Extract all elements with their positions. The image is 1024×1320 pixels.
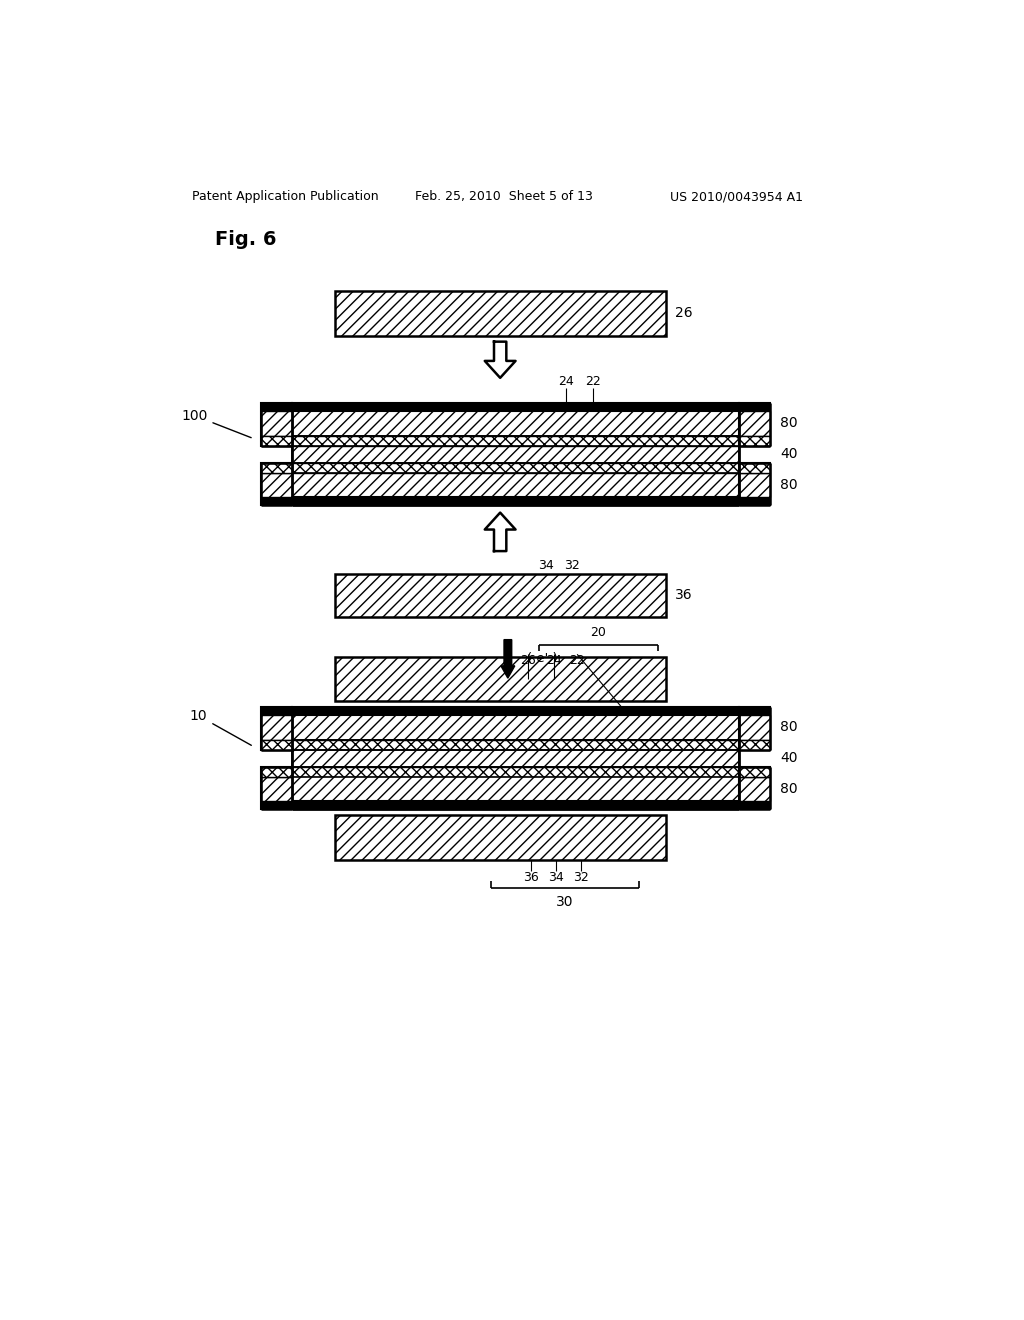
Bar (739, 462, 770, 506)
Bar (335, 656, 666, 701)
Text: 80: 80 (780, 478, 798, 492)
Bar (739, 411, 770, 436)
Bar (292, 708, 739, 715)
Bar (739, 776, 770, 801)
Bar (261, 473, 292, 498)
Bar (261, 776, 292, 801)
Bar (739, 404, 770, 446)
Text: 26: 26 (520, 655, 536, 668)
Text: 24: 24 (558, 375, 573, 388)
Polygon shape (484, 342, 515, 378)
Text: Feb. 25, 2010  Sheet 5 of 13: Feb. 25, 2010 Sheet 5 of 13 (416, 190, 593, 203)
Text: 80: 80 (780, 721, 798, 734)
Text: 34: 34 (549, 871, 564, 883)
Bar (292, 498, 739, 506)
Bar (261, 767, 292, 776)
Bar (739, 473, 770, 498)
Bar (739, 767, 770, 809)
Text: 100: 100 (181, 409, 251, 438)
Text: 20: 20 (591, 626, 606, 639)
Bar (292, 715, 739, 739)
Text: 34: 34 (539, 558, 554, 572)
Bar (739, 436, 770, 446)
Text: 32: 32 (573, 871, 589, 883)
Bar (292, 776, 739, 801)
Text: Patent Application Publication: Patent Application Publication (193, 190, 379, 203)
Text: 40: 40 (780, 447, 798, 461)
Bar (739, 739, 770, 750)
Bar (261, 436, 292, 446)
Bar (292, 462, 739, 473)
Text: 32: 32 (564, 558, 580, 572)
Text: US 2010/0043954 A1: US 2010/0043954 A1 (670, 190, 803, 203)
Bar (261, 739, 292, 750)
Bar (292, 436, 739, 446)
Bar (292, 446, 739, 462)
Bar (261, 411, 292, 436)
Bar (261, 715, 292, 739)
Bar (261, 462, 292, 506)
Bar (261, 404, 292, 446)
Text: 22: 22 (585, 375, 600, 388)
Bar (292, 404, 739, 411)
Text: 80: 80 (780, 416, 798, 430)
Polygon shape (484, 512, 515, 552)
Text: 36: 36 (675, 589, 692, 602)
Text: ( e' ): ( e' ) (527, 652, 558, 665)
Bar (739, 708, 770, 750)
Bar (292, 801, 739, 809)
Text: 22: 22 (569, 655, 585, 668)
Bar (739, 767, 770, 776)
Polygon shape (501, 640, 515, 678)
Text: 80: 80 (780, 781, 798, 796)
Text: 10: 10 (189, 709, 251, 746)
Bar (261, 767, 292, 809)
Text: Fig. 6: Fig. 6 (215, 230, 276, 248)
Bar (261, 462, 292, 473)
Bar (292, 473, 739, 498)
Text: 24: 24 (546, 655, 562, 668)
Bar (292, 411, 739, 436)
Text: 40: 40 (780, 751, 798, 766)
Text: 26: 26 (675, 306, 692, 321)
Bar (292, 739, 739, 750)
Bar (335, 290, 666, 335)
Bar (292, 767, 739, 776)
Bar (261, 708, 292, 750)
Bar (292, 750, 739, 767)
Bar (335, 816, 666, 859)
Text: 30: 30 (556, 895, 573, 909)
Text: 36: 36 (523, 871, 539, 883)
Bar (335, 574, 666, 616)
Bar (739, 715, 770, 739)
Bar (739, 462, 770, 473)
